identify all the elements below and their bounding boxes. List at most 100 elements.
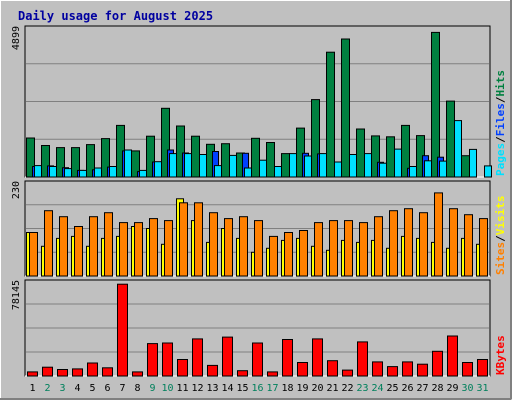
bar-pages-day-18 [289,153,297,178]
bar-sites-day-16 [254,220,263,277]
bar-pages-day-23 [364,153,372,178]
bar-kbytes-day-22 [342,369,353,377]
bar-sites-day-28 [434,192,443,277]
x-tick-label-day-16: 16 [251,383,263,394]
bar-hits-day-21 [326,51,335,178]
legend-hits-files-pages: Pages/Files/Hits [494,70,507,176]
legend-entry: / [494,96,507,103]
bar-sites-day-8 [134,222,143,277]
panel-kbytes: 78145 KBytes [11,279,507,377]
bar-kbytes-day-14 [222,336,233,377]
bar-pages-day-19 [304,155,312,178]
bar-pages-day-17 [274,166,282,178]
bar-pages-day-31 [484,165,492,178]
bar-sites-day-9 [149,218,158,277]
x-tick-label-day-19: 19 [296,383,308,394]
bar-kbytes-day-29 [447,335,458,377]
bar-kbytes-day-3 [57,369,68,377]
bar-kbytes-day-5 [87,362,98,377]
bar-pages-day-16 [259,159,267,178]
bar-pages-day-4 [79,169,87,178]
x-tick-label-day-10: 10 [161,383,173,394]
bar-kbytes-day-1 [27,371,38,377]
legend-visits-sites: Sites/Visits [494,196,507,276]
x-tick-label-day-3: 3 [59,383,65,394]
bar-kbytes-day-21 [327,360,338,377]
legend-entry: Files [494,103,507,136]
bar-kbytes-day-9 [147,343,158,377]
bar-pages-day-11 [184,153,192,178]
bar-kbytes-day-13 [207,364,218,377]
bar-pages-day-7 [124,149,132,178]
bar-kbytes-day-31 [477,359,488,377]
bar-sites-day-25 [389,210,398,277]
bar-hits-day-23 [356,128,365,178]
chart-panels: 4899 Pages/Files/Hits 230 Sites/Visits 78145… [11,25,507,377]
bar-hits-day-6 [101,138,110,178]
bar-kbytes-day-16 [252,342,263,377]
x-tick-label-day-13: 13 [206,383,218,394]
bar-kbytes-day-23 [357,341,368,377]
bar-hits-day-22 [341,38,350,178]
bar-kbytes-day-8 [132,371,143,377]
bar-hits-day-29 [446,100,455,178]
x-tick-label-day-5: 5 [89,383,95,394]
bar-sites-day-6 [104,212,113,277]
x-tick-label-day-31: 31 [476,383,488,394]
bar-pages-day-20 [319,153,327,178]
bar-pages-day-1 [34,165,42,178]
x-tick-label-day-6: 6 [104,383,110,394]
bar-hits-day-3 [56,147,65,178]
bar-pages-day-24 [379,162,387,178]
legend-entry: Hits [494,70,507,97]
bar-kbytes-day-10 [162,342,173,377]
bar-pages-day-9 [154,161,162,178]
bar-hits-day-5 [86,144,95,178]
bar-sites-day-19 [299,230,308,277]
x-tick-label-day-27: 27 [416,383,428,394]
bar-kbytes-day-20 [312,338,323,377]
bar-sites-day-22 [344,220,353,277]
bar-hits-day-9 [146,135,155,178]
bar-sites-day-7 [119,222,128,277]
bar-hits-day-30 [461,155,470,178]
bar-sites-day-21 [329,220,338,277]
panel-visits-sites: 230 Sites/Visits [11,180,507,277]
bar-sites-day-14 [224,218,233,277]
x-tick-label-day-29: 29 [446,383,458,394]
legend-entry: / [494,136,507,143]
bar-pages-day-6 [109,166,117,178]
x-tick-label-day-24: 24 [371,383,383,394]
bar-sites-day-1 [29,232,38,277]
bar-sites-day-23 [359,222,368,277]
panel-hits-files-pages: 4899 Pages/Files/Hits [11,25,507,178]
bar-kbytes-day-15 [237,370,248,377]
bar-kbytes-day-30 [462,362,473,377]
bar-pages-day-25 [394,148,402,178]
bar-kbytes-day-25 [387,366,398,377]
bar-kbytes-day-19 [297,362,308,377]
bar-pages-day-21 [334,161,342,178]
legend-kbytes: KBytes [494,335,507,375]
bar-kbytes-day-28 [432,350,443,377]
bar-kbytes-day-7 [117,283,128,377]
x-tick-label-day-9: 9 [149,383,155,394]
x-tick-label-day-23: 23 [356,383,368,394]
x-tick-label-day-26: 26 [401,383,413,394]
bar-hits-day-4 [71,147,80,178]
legend-entry: Visits [494,196,507,236]
x-tick-label-day-21: 21 [326,383,338,394]
bar-hits-day-10 [161,107,170,178]
max-value-label: 4899 [11,26,22,50]
max-value-label: 230 [11,181,22,199]
x-tick-label-day-28: 28 [431,383,443,394]
bar-pages-day-2 [49,166,57,178]
x-tick-label-day-15: 15 [236,383,248,394]
bar-kbytes-day-11 [177,359,188,377]
bar-sites-day-30 [464,214,473,277]
bar-sites-day-27 [419,212,428,277]
bar-hits-day-20 [311,99,320,178]
bar-sites-day-15 [239,216,248,277]
